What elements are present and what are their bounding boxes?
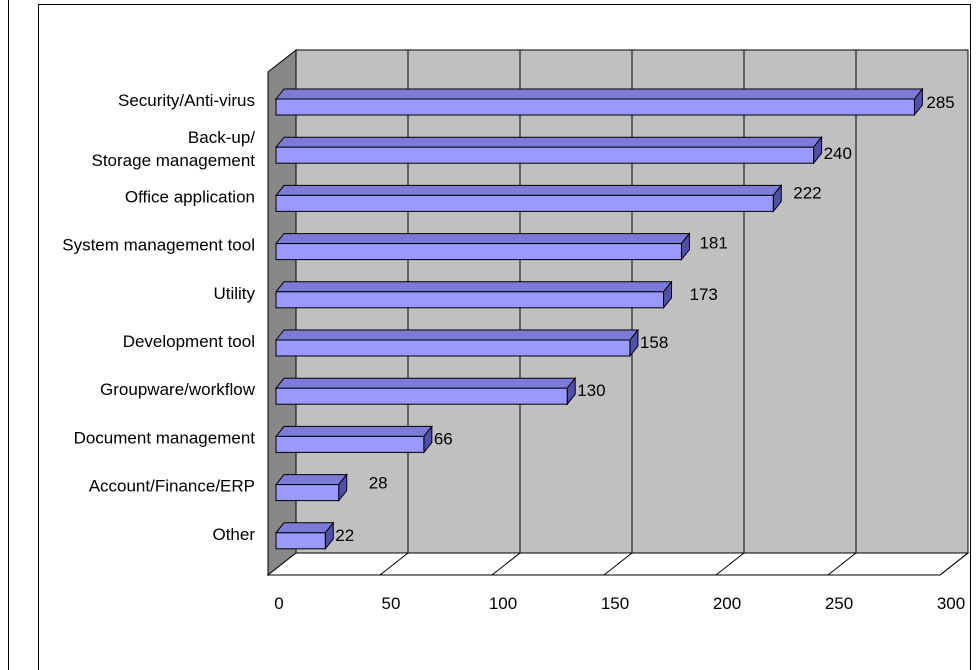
- category-label-line: Account/Finance/ERP: [89, 477, 255, 496]
- floor-gridline: [603, 552, 633, 576]
- category-label: Security/Anti-virus: [118, 91, 255, 110]
- bar-top-face: [274, 329, 639, 341]
- category-label-line: Back-up/: [188, 128, 255, 147]
- category-label-line: System management tool: [62, 236, 255, 255]
- bar-front-face: [275, 387, 568, 405]
- bars: [274, 87, 924, 551]
- category-label-line: Office application: [125, 187, 255, 206]
- value-label: 285: [926, 93, 954, 112]
- category-label-line: Development tool: [123, 332, 255, 351]
- category-labels: Security/Anti-virus Back-up/Storage manag…: [62, 91, 255, 544]
- bar: [274, 87, 924, 117]
- value-label: 28: [369, 474, 388, 493]
- category-label-line: Other: [212, 525, 255, 544]
- bar: [274, 280, 673, 310]
- category-label-line: Utility: [213, 284, 255, 303]
- bar-top-face: [274, 88, 924, 100]
- bar-front-face: [275, 339, 631, 357]
- category-label-line: Storage management: [92, 151, 256, 170]
- category-label: Other: [212, 525, 255, 544]
- category-label-line: Security/Anti-virus: [118, 91, 255, 110]
- bar-top-face: [274, 425, 433, 437]
- value-label: 158: [640, 333, 668, 352]
- bar-top-face: [274, 233, 691, 245]
- plot-walls: [266, 48, 970, 577]
- bar-front-face: [275, 243, 682, 261]
- bar-front-face: [275, 194, 774, 212]
- bar: [274, 232, 691, 262]
- value-labels: 285 240 222 181 173 158 130 66 28 22: [335, 93, 954, 545]
- bar-top-face: [274, 377, 577, 389]
- x-tick-label: 50: [382, 594, 401, 613]
- bar-front-face: [275, 291, 665, 309]
- category-label: Account/Finance/ERP: [89, 477, 255, 496]
- category-label: Office application: [125, 187, 255, 206]
- category-label: Development tool: [123, 332, 255, 351]
- bar-top-face: [274, 136, 823, 148]
- floor-gridline: [379, 552, 409, 576]
- value-label: 66: [434, 429, 453, 448]
- category-label: Back-up/Storage management: [92, 128, 256, 170]
- value-label: 130: [577, 381, 605, 400]
- bar: [274, 183, 783, 213]
- value-label: 240: [824, 144, 852, 163]
- bar-top-face: [274, 474, 348, 486]
- category-label: Document management: [74, 428, 256, 447]
- x-tick-labels: 0 50 100 150 200 250 300: [274, 594, 965, 613]
- value-label: 222: [793, 183, 821, 202]
- floor-gridline: [827, 552, 857, 576]
- bar: [274, 424, 433, 454]
- category-label: Utility: [213, 284, 255, 303]
- value-label: 173: [690, 285, 718, 304]
- bar: [274, 473, 348, 503]
- bar-front-face: [275, 98, 915, 116]
- bar: [274, 328, 639, 358]
- bar: [274, 135, 823, 165]
- bar: [274, 376, 577, 406]
- bar-front-face: [275, 146, 815, 164]
- value-label: 181: [699, 234, 727, 253]
- bar-top-face: [274, 184, 783, 196]
- x-tick-label: 300: [937, 594, 965, 613]
- bar-top-face: [274, 281, 673, 293]
- bar-front-face: [275, 484, 340, 502]
- category-label: System management tool: [62, 236, 255, 255]
- x-tick-label: 0: [274, 594, 283, 613]
- x-tick-label: 250: [825, 594, 853, 613]
- floor-gridline: [715, 552, 745, 576]
- bar: [274, 521, 335, 551]
- bar-front-face: [275, 532, 326, 550]
- floor-gridline: [491, 552, 521, 576]
- bar-front-face: [275, 435, 425, 453]
- chart-frame: [38, 4, 971, 670]
- category-label-line: Document management: [74, 428, 256, 447]
- x-tick-label: 200: [713, 594, 741, 613]
- category-label: Groupware/workflow: [100, 380, 256, 399]
- category-label-line: Groupware/workflow: [100, 380, 256, 399]
- value-label: 22: [335, 526, 354, 545]
- left-border-line: [8, 0, 9, 670]
- floor-gridline: [939, 552, 969, 576]
- x-tick-label: 150: [601, 594, 629, 613]
- bar-top-face: [274, 522, 335, 534]
- x-tick-label: 100: [489, 594, 517, 613]
